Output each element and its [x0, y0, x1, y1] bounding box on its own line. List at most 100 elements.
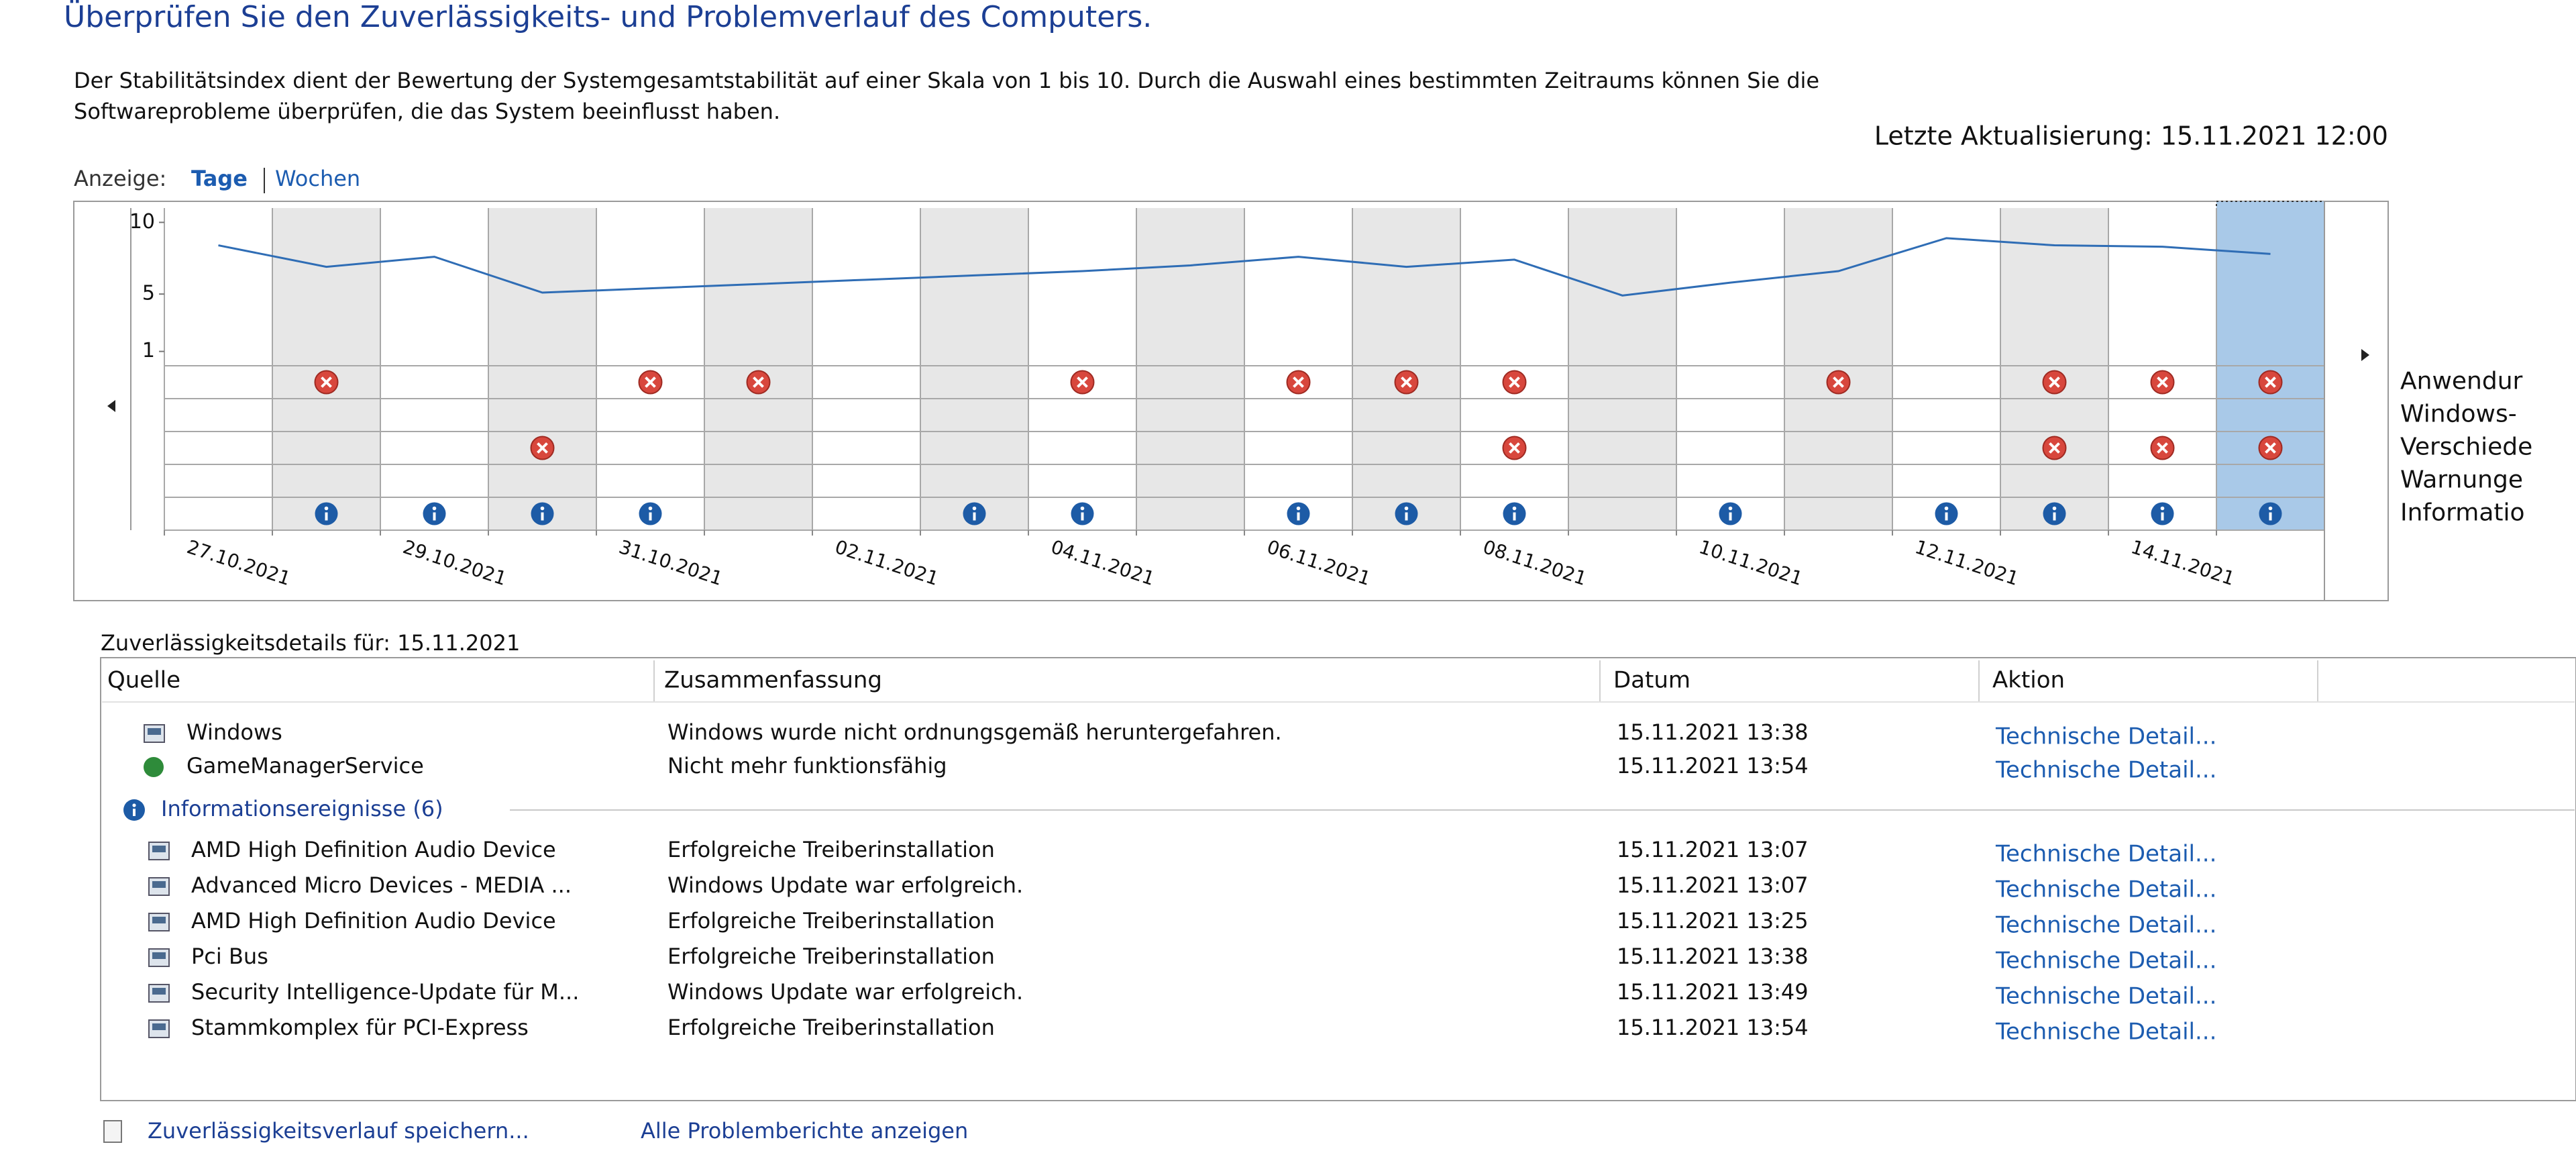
event-icon[interactable]	[1719, 502, 1742, 525]
error-x	[2049, 376, 2060, 388]
event-icon[interactable]	[1826, 370, 1851, 395]
summary: Nicht mehr funktionsfähig	[667, 753, 947, 778]
action-link[interactable]: Technische Detail...	[1995, 723, 2216, 750]
footer-link[interactable]: Alle Problemberichte anzeigen	[641, 1118, 968, 1144]
source: AMD High Definition Audio Device	[191, 908, 556, 933]
event-icon[interactable]	[315, 502, 338, 525]
column-shade	[704, 208, 812, 530]
event-icon[interactable]	[314, 370, 339, 395]
event-icon[interactable]	[1394, 370, 1419, 395]
footer-icon	[103, 1120, 122, 1143]
event-icon[interactable]	[639, 502, 662, 525]
error-x	[1509, 442, 1520, 454]
event-icon[interactable]	[1502, 370, 1527, 395]
source: Stammkomplex für PCI-Express	[191, 1015, 529, 1040]
error-x	[753, 376, 764, 388]
column-shade	[1352, 208, 1460, 530]
event-icon[interactable]	[2043, 502, 2066, 525]
info-dot	[1512, 506, 1517, 511]
details-frame	[100, 657, 2576, 1101]
event-icon[interactable]	[423, 502, 446, 525]
error-x	[537, 442, 548, 454]
event-icon[interactable]	[1287, 502, 1310, 525]
column-shade	[920, 208, 1028, 530]
y-tick-label: 1	[142, 339, 155, 362]
summary: Windows Update war erfolgreich.	[667, 872, 1023, 898]
source: AMD High Definition Audio Device	[191, 837, 556, 862]
event-icon[interactable]	[2151, 502, 2174, 525]
action-link[interactable]: Technische Detail...	[1995, 757, 2216, 784]
info-dot	[972, 506, 977, 511]
event-icon[interactable]	[531, 502, 554, 525]
event-icon[interactable]	[2150, 436, 2175, 460]
group-icon-dot	[132, 803, 136, 807]
action-link[interactable]: Technische Detail...	[1995, 983, 2216, 1010]
source: Pci Bus	[191, 944, 268, 969]
column-shade	[488, 208, 596, 530]
event-icon[interactable]	[2042, 436, 2067, 460]
legend-label: Verschiede	[2400, 434, 2532, 461]
info-dot	[648, 506, 653, 511]
event-icon[interactable]	[1935, 502, 1958, 525]
scroll-right[interactable]	[2361, 349, 2369, 361]
action-link[interactable]: Technische Detail...	[1995, 876, 2216, 903]
error-x	[2265, 376, 2276, 388]
event-icon[interactable]	[1503, 502, 1526, 525]
error-x	[1077, 376, 1088, 388]
source-icon	[144, 757, 164, 777]
date: 15.11.2021 13:07	[1617, 872, 1809, 898]
source: Windows	[186, 719, 282, 745]
page-title: Überprüfen Sie den Zuverlässigkeits- und…	[64, 0, 1152, 34]
event-icon[interactable]	[2259, 502, 2282, 525]
info-dot	[540, 506, 545, 511]
action-link[interactable]: Technische Detail...	[1995, 841, 2216, 868]
event-icon[interactable]	[2258, 370, 2283, 395]
column-shade	[2000, 208, 2108, 530]
source-icon-screen	[148, 728, 161, 735]
action-link[interactable]: Technische Detail...	[1995, 948, 2216, 974]
event-icon[interactable]	[1502, 436, 1527, 460]
event-icon[interactable]	[638, 370, 663, 395]
info-dot	[2160, 506, 2165, 511]
info-dot	[1944, 506, 1949, 511]
source-icon-screen	[152, 952, 166, 959]
group-header[interactable]: Informationsereignisse (6)	[161, 796, 443, 821]
source: Advanced Micro Devices - MEDIA ...	[191, 872, 572, 898]
error-x	[1293, 376, 1304, 388]
scroll-left[interactable]	[107, 400, 115, 412]
event-icon[interactable]	[2258, 436, 2283, 460]
event-icon[interactable]	[2042, 370, 2067, 395]
event-icon[interactable]	[530, 436, 555, 460]
event-icon[interactable]	[2150, 370, 2175, 395]
summary: Erfolgreiche Treiberinstallation	[667, 908, 995, 933]
source-icon-screen	[152, 1023, 166, 1030]
column-shade	[1568, 208, 1676, 530]
action-link[interactable]: Technische Detail...	[1995, 912, 2216, 939]
error-x	[1401, 376, 1412, 388]
view-label: Anzeige:	[74, 166, 166, 191]
footer-link[interactable]: Zuverlässigkeitsverlauf speichern...	[148, 1118, 529, 1144]
error-x	[645, 376, 656, 388]
summary: Windows Update war erfolgreich.	[667, 979, 1023, 1005]
column-header[interactable]: Datum	[1613, 667, 1690, 694]
error-x	[1509, 376, 1520, 388]
view-days[interactable]: Tage	[191, 166, 248, 191]
event-icon[interactable]	[1395, 502, 1418, 525]
event-icon[interactable]	[1286, 370, 1311, 395]
summary: Erfolgreiche Treiberinstallation	[667, 944, 995, 969]
source: GameManagerService	[186, 753, 424, 778]
column-header[interactable]: Zusammenfassung	[664, 667, 882, 694]
column-header[interactable]: Aktion	[1992, 667, 2065, 694]
error-x	[321, 376, 332, 388]
column-shade	[1784, 208, 1892, 530]
view-weeks[interactable]: Wochen	[275, 166, 360, 191]
event-icon[interactable]	[1071, 502, 1094, 525]
source-icon-screen	[152, 846, 166, 852]
event-icon[interactable]	[963, 502, 986, 525]
event-icon[interactable]	[746, 370, 771, 395]
event-icon[interactable]	[1070, 370, 1095, 395]
action-link[interactable]: Technische Detail...	[1995, 1019, 2216, 1046]
source-icon-screen	[152, 917, 166, 923]
summary: Windows wurde nicht ordnungsgemäß herunt…	[667, 719, 1282, 745]
column-header[interactable]: Quelle	[107, 667, 180, 694]
